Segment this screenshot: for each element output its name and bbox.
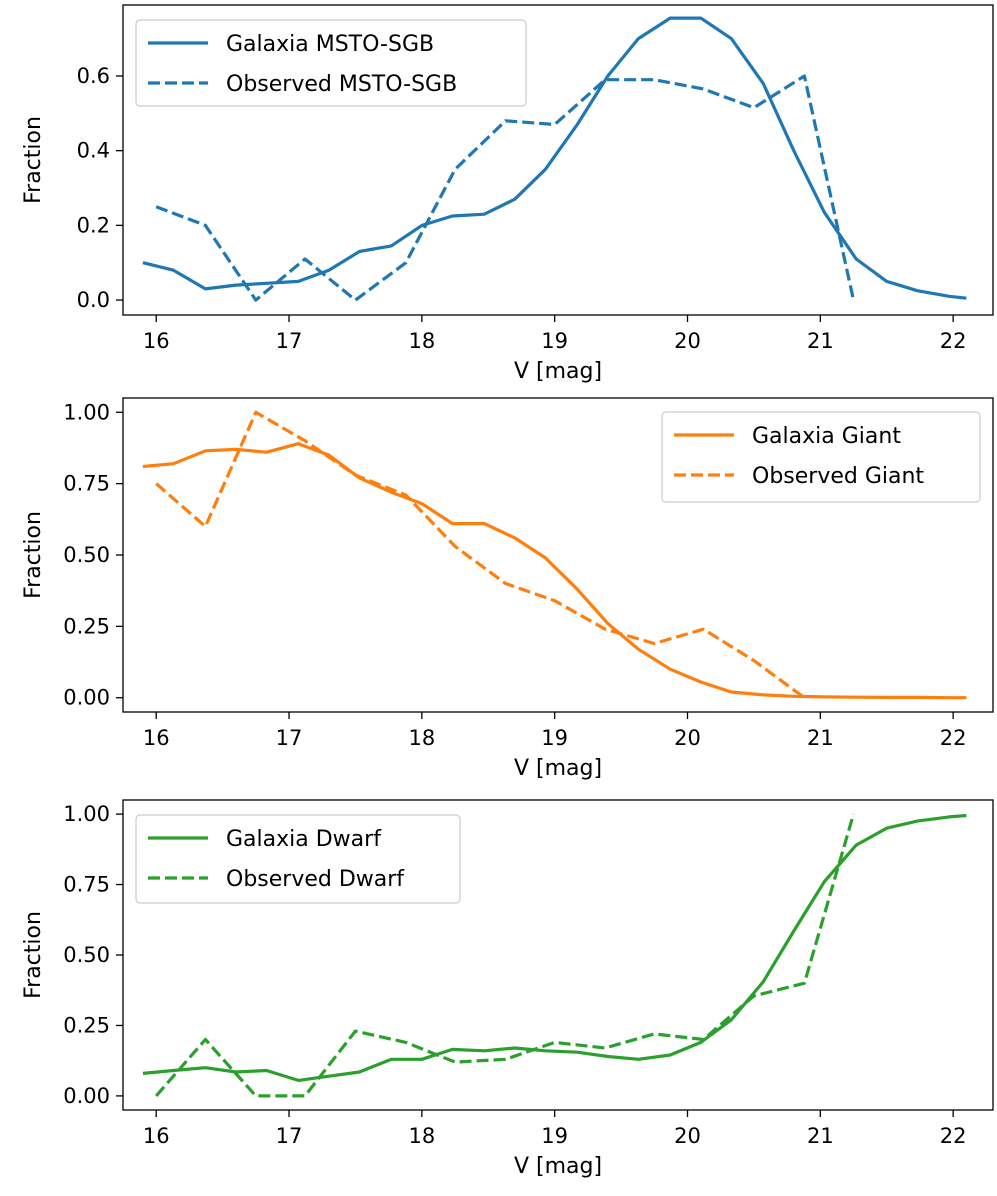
y-tick-label: 0.75	[63, 472, 110, 496]
x-tick-label: 18	[408, 1124, 435, 1148]
legend: Galaxia Dwarf Observed Dwarf	[135, 814, 461, 904]
x-tick-label: 21	[807, 1124, 834, 1148]
x-tick-label: 21	[807, 329, 834, 353]
x-tick-label: 21	[807, 726, 834, 750]
y-tick-label: 0.00	[63, 1084, 110, 1108]
galaxia-series-line	[142, 442, 967, 700]
x-axis-label: V [mag]	[514, 1154, 602, 1179]
y-tick-label: 0.4	[77, 139, 110, 163]
x-axis-label: V [mag]	[514, 756, 602, 781]
x-tick-label: 17	[276, 329, 303, 353]
legend-label: Galaxia Giant	[752, 424, 901, 449]
x-tick-label: 20	[674, 1124, 701, 1148]
x-axis-label: V [mag]	[514, 359, 602, 384]
x-tick-label: 20	[674, 726, 701, 750]
x-tick-label: 18	[408, 329, 435, 353]
x-tick-label: 22	[940, 329, 967, 353]
legend-label: Observed Giant	[752, 464, 924, 489]
y-tick-label: 0.2	[77, 213, 110, 237]
x-tick-label: 16	[143, 726, 170, 750]
x-tick-label: 19	[541, 726, 568, 750]
x-tick-label: 17	[276, 726, 303, 750]
legend: Galaxia Giant Observed Giant	[661, 411, 981, 503]
subplot-3: 16 17 18 19 20 21 22 0.00 0.25 0.50 0.75 1.00 V [mag…	[21, 799, 994, 1179]
y-tick-label: 0.50	[63, 943, 110, 967]
x-tick-label: 17	[276, 1124, 303, 1148]
axes-frame	[122, 4, 994, 316]
subplot-2: 16 17 18 19 20 21 22 0.00 0.25 0.50 0.75 1.00 V [mag…	[21, 397, 994, 781]
y-tick-label: 0.0	[77, 288, 110, 312]
x-tick-label: 20	[674, 329, 701, 353]
legend-box	[135, 19, 527, 107]
y-tick-label: 1.00	[63, 400, 110, 424]
y-axis-label: Fraction	[21, 511, 46, 599]
observed-series-line	[155, 410, 806, 699]
legend-box	[135, 814, 461, 904]
y-axis-label: Fraction	[21, 116, 46, 204]
legend-label: Galaxia Dwarf	[226, 827, 382, 852]
x-tick-label: 22	[940, 1124, 967, 1148]
legend-label: Galaxia MSTO-SGB	[226, 32, 434, 57]
x-tick-label: 16	[143, 1124, 170, 1148]
y-tick-label: 0.00	[63, 686, 110, 710]
legend-box	[661, 411, 981, 503]
y-axis-label: Fraction	[21, 911, 46, 999]
y-tick-label: 0.50	[63, 543, 110, 567]
y-tick-label: 1.00	[63, 802, 110, 826]
y-tick-label: 0.25	[63, 1013, 110, 1037]
x-tick-label: 16	[143, 329, 170, 353]
y-tick-label: 0.25	[63, 614, 110, 638]
legend-label: Observed Dwarf	[226, 867, 405, 892]
legend-label: Observed MSTO-SGB	[226, 72, 457, 97]
legend: Galaxia MSTO-SGB Observed MSTO-SGB	[135, 19, 527, 107]
y-tick-label: 0.6	[77, 64, 110, 88]
x-tick-label: 19	[541, 329, 568, 353]
x-tick-label: 19	[541, 1124, 568, 1148]
x-tick-label: 22	[940, 726, 967, 750]
observed-series-line	[155, 74, 856, 302]
subplot-1: 16 17 18 19 20 21 22 0.0 0.2 0.4 0.6 V [mag] Fractio…	[21, 4, 994, 384]
x-tick-label: 18	[408, 726, 435, 750]
observed-series-line	[154, 813, 856, 1098]
y-tick-label: 0.75	[63, 873, 110, 897]
